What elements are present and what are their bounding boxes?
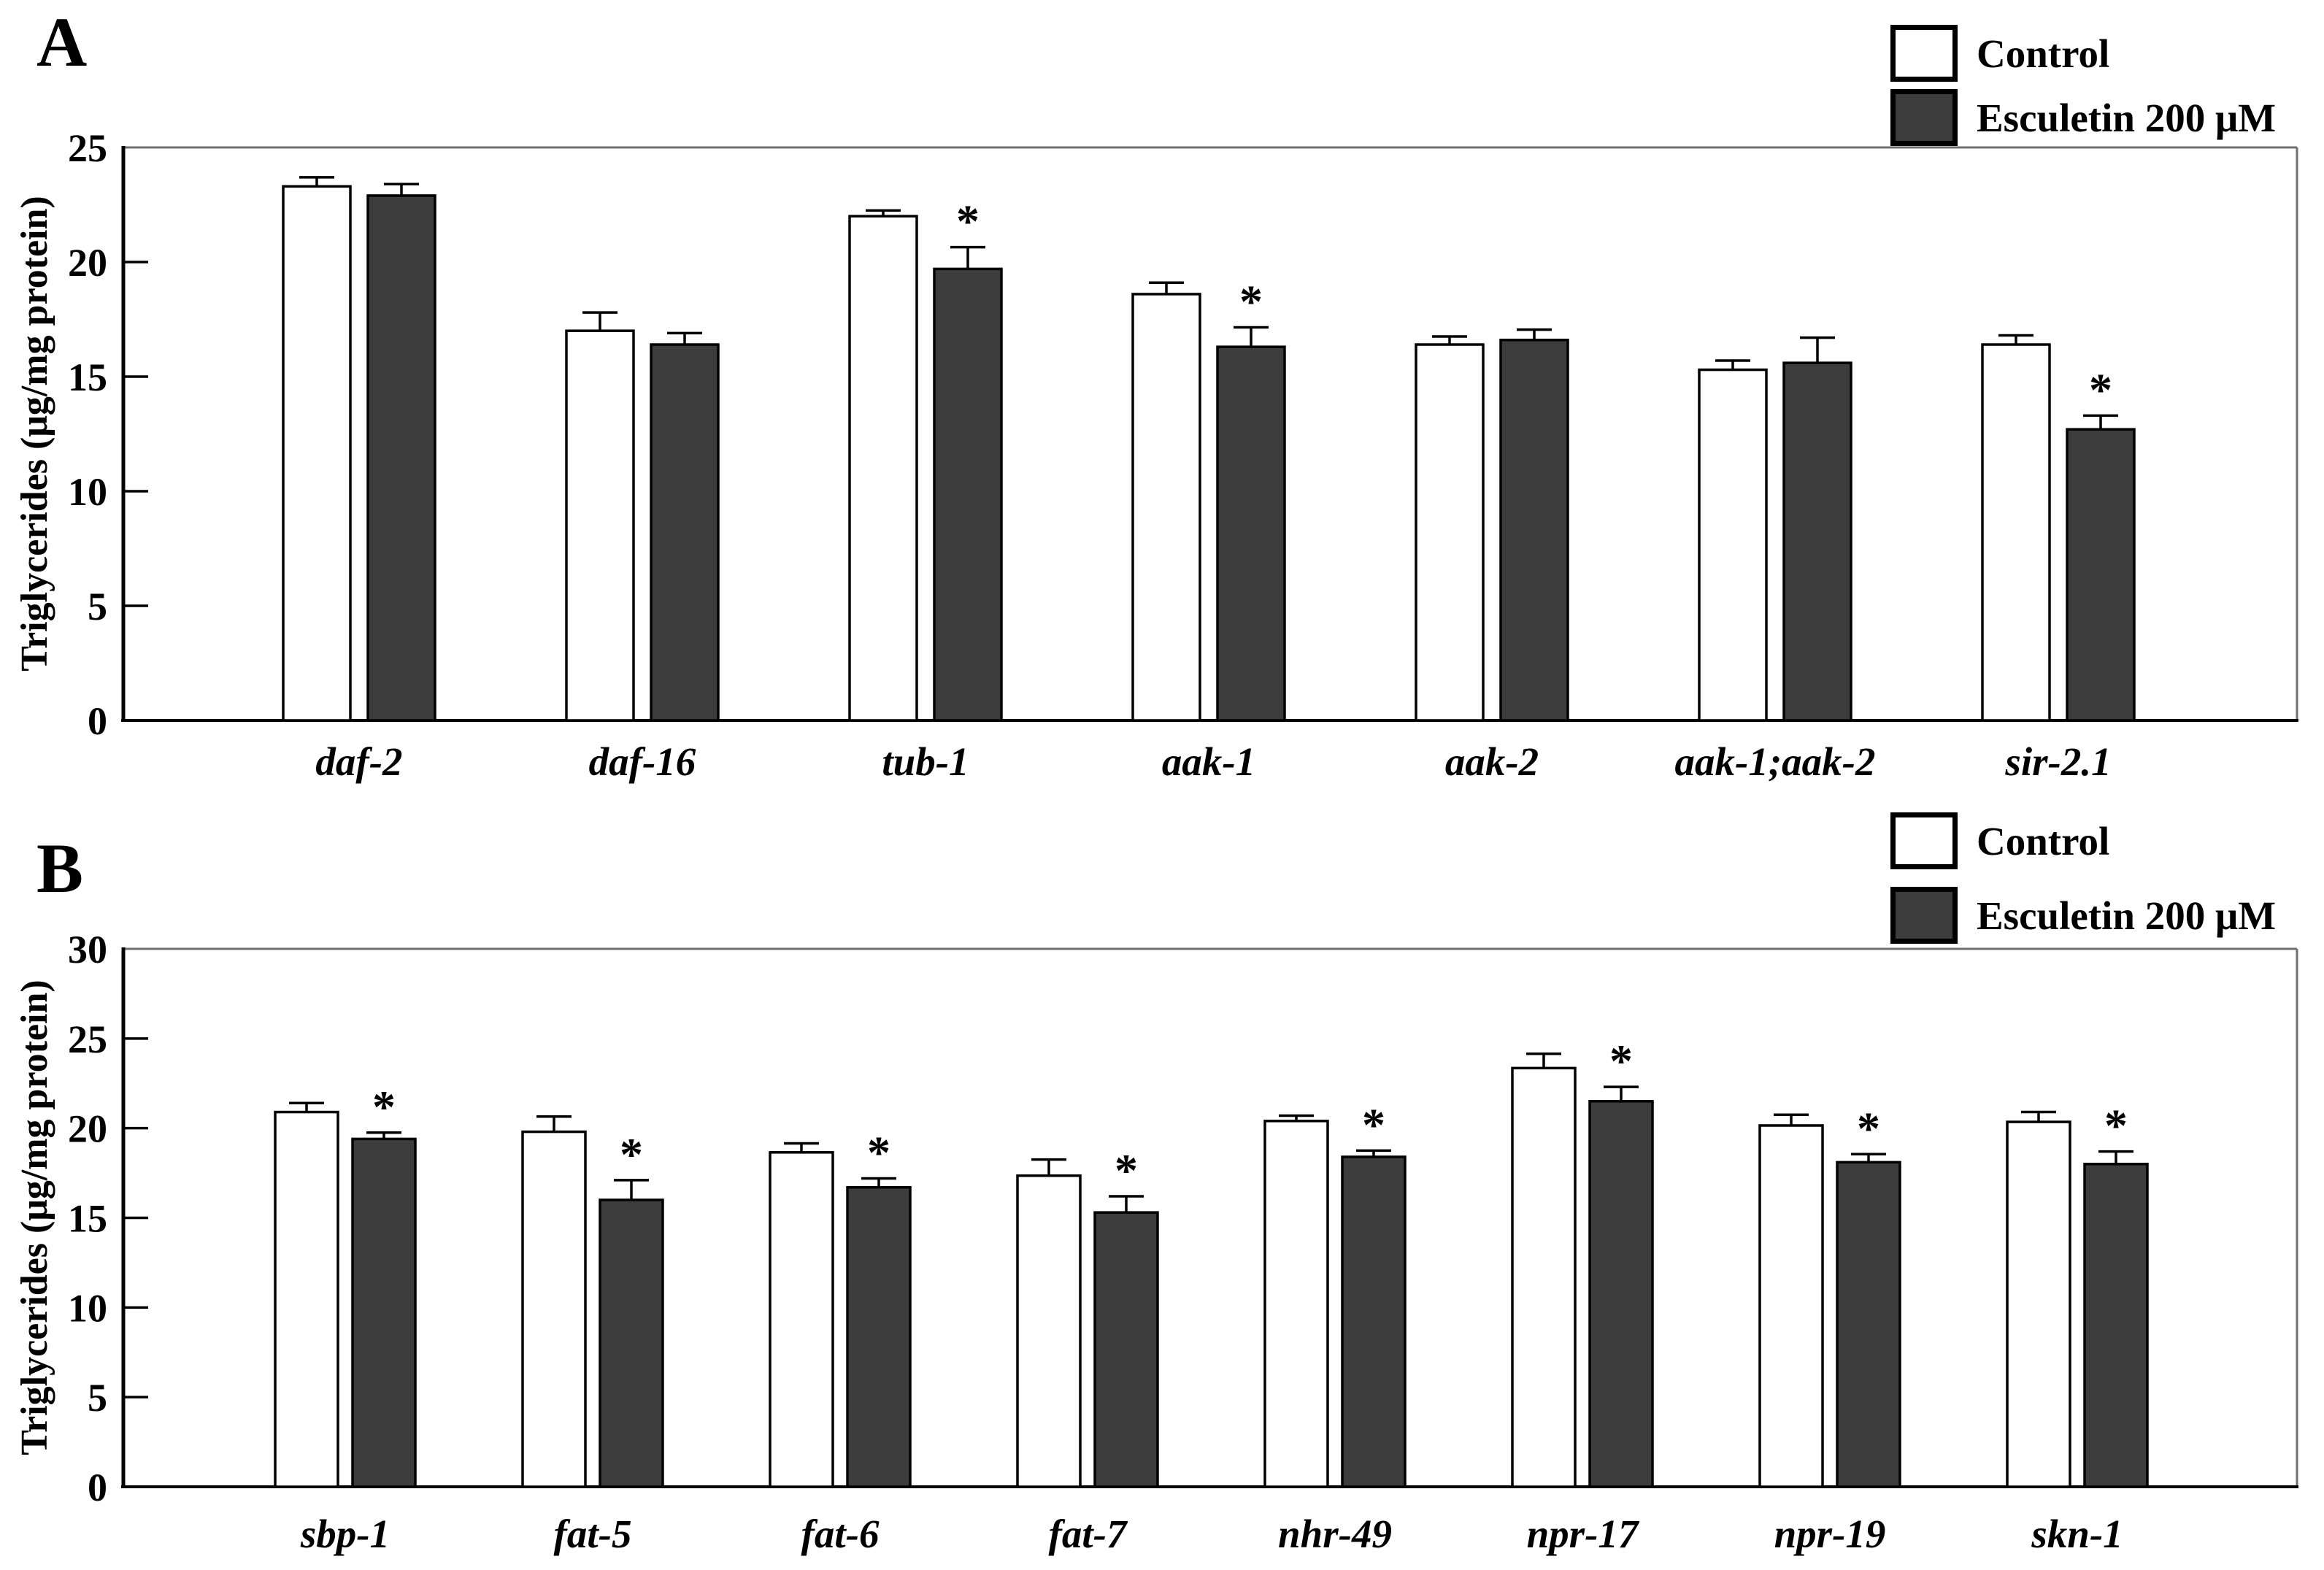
- panel-a-bar-control-daf-16: [565, 329, 635, 722]
- panel-a-bar-esculetin-tub-1: [933, 267, 1003, 722]
- panel-b-significance-skn-1: *: [2104, 1100, 2128, 1152]
- panel-a-bar-esculetin-daf-16: [650, 343, 720, 722]
- panel-a-category-label-sir-2.1: sir-2.1: [2004, 739, 2111, 784]
- panel-a-ytick-label-5: 5: [88, 585, 107, 628]
- legend-item-esculetin-panel-a: Esculetin 200 μM: [1890, 89, 2276, 146]
- legend-swatch-control-icon: [1890, 25, 1958, 82]
- panel-a-significance-aak-1: *: [1239, 275, 1263, 327]
- legend-label-esculetin: Esculetin 200 μM: [1977, 95, 2277, 140]
- panel-b-significance-fat-7: *: [1115, 1144, 1138, 1196]
- panel-b-bar-esculetin-sbp-1: [351, 1137, 417, 1488]
- panel-a-category-label-daf-16: daf-16: [589, 739, 696, 784]
- panel-b-ytick-label-25: 25: [68, 1017, 107, 1061]
- panel-b-category-label-fat-6: fat-6: [801, 1512, 880, 1556]
- panel-b-category-label-sbp-1: sbp-1: [300, 1512, 390, 1556]
- panel-a-ytick-label-25: 25: [68, 126, 107, 170]
- legend-item-control-panel-a: Control: [1890, 25, 2109, 82]
- panel-a-bar-esculetin-aak-2: [1499, 339, 1569, 722]
- panel-a-bar-control-aak-1;aak-2: [1698, 368, 1768, 722]
- panel-b-bar-control-nhr-49: [1263, 1120, 1329, 1488]
- panel-a-bar-control-aak-1: [1131, 293, 1201, 722]
- panel-a-bar-esculetin-aak-1: [1216, 345, 1286, 722]
- panel-a-ytick-label-20: 20: [68, 241, 107, 285]
- panel-a-ytick-label-10: 10: [68, 470, 107, 514]
- panel-a-significance-tub-1: *: [956, 196, 980, 247]
- panel-a-ytick-label-0: 0: [88, 699, 107, 743]
- legend-label-control: Control: [1977, 31, 2110, 76]
- panel-a-bar-esculetin-aak-1;aak-2: [1782, 361, 1852, 722]
- panel-b-bar-control-npr-17: [1511, 1066, 1577, 1488]
- panel-b-category-label-npr-17: npr-17: [1527, 1512, 1640, 1556]
- panel-b-category-label-fat-7: fat-7: [1049, 1512, 1128, 1556]
- panel-a-category-label-aak-1;aak-2: aak-1;aak-2: [1675, 739, 1876, 784]
- panel-b-bar-control-fat-6: [769, 1151, 834, 1488]
- panel-b-category-label-skn-1: skn-1: [2031, 1512, 2123, 1556]
- panel-b-category-label-fat-5: fat-5: [554, 1512, 632, 1556]
- panel-b-bar-control-fat-5: [521, 1130, 587, 1488]
- panel-b-bar-control-fat-7: [1016, 1174, 1082, 1488]
- panel-b-significance-npr-17: *: [1609, 1035, 1633, 1087]
- panel-b-bar-control-npr-19: [1758, 1124, 1824, 1488]
- panel-b-bar-esculetin-fat-6: [846, 1185, 912, 1488]
- panel-b-ytick-label-20: 20: [68, 1107, 107, 1151]
- panel-a-bar-esculetin-sir-2.1: [2066, 428, 2136, 722]
- panel-b-bar-esculetin-fat-5: [599, 1198, 664, 1488]
- panel-b-letter: B: [36, 829, 84, 907]
- panel-a-significance-sir-2.1: *: [2089, 363, 2112, 415]
- legend-label-control: Control: [1977, 818, 2110, 863]
- panel-b-bar-esculetin-npr-17: [1588, 1100, 1654, 1488]
- legend-swatch-control-icon: [1890, 812, 1958, 869]
- panel-b-category-label-nhr-49: nhr-49: [1278, 1512, 1392, 1556]
- panel-b-significance-fat-5: *: [620, 1128, 643, 1180]
- panel-b-bar-esculetin-fat-7: [1093, 1211, 1159, 1488]
- panel-b-ytick-label-0: 0: [88, 1466, 107, 1509]
- legend-swatch-esculetin-icon: [1890, 887, 1958, 944]
- panel-a-bar-control-aak-2: [1415, 343, 1485, 722]
- panel-a-letter: A: [36, 3, 88, 81]
- panel-b-category-label-npr-19: npr-19: [1774, 1512, 1886, 1556]
- panel-a-category-label-aak-1: aak-1: [1162, 739, 1255, 784]
- panel-b-ytick-label-30: 30: [68, 928, 107, 971]
- panel-a-bar-esculetin-daf-2: [366, 194, 436, 722]
- legend-swatch-esculetin-icon: [1890, 89, 1958, 146]
- panel-b-ytick-label-15: 15: [68, 1197, 107, 1241]
- panel-b-bar-control-sbp-1: [274, 1110, 339, 1488]
- panel-b-ytick-label-5: 5: [88, 1376, 107, 1420]
- panel-b-bar-esculetin-npr-19: [1836, 1161, 1901, 1488]
- legend-item-control-panel-b: Control: [1890, 812, 2109, 869]
- panel-b-significance-npr-19: *: [1857, 1102, 1880, 1154]
- panel-a-bar-control-daf-2: [282, 185, 352, 722]
- panel-a-bar-control-tub-1: [848, 215, 918, 722]
- panel-a-category-label-daf-2: daf-2: [315, 739, 402, 784]
- panel-b-significance-nhr-49: *: [1362, 1098, 1385, 1150]
- panel-b-bar-esculetin-skn-1: [2083, 1163, 2149, 1488]
- panel-b-bar-control-skn-1: [2006, 1120, 2071, 1488]
- panel-a-category-label-aak-2: aak-2: [1445, 739, 1539, 784]
- panel-a-category-label-tub-1: tub-1: [882, 739, 969, 784]
- panel-b-bar-esculetin-nhr-49: [1341, 1155, 1407, 1488]
- panel-b-significance-fat-6: *: [867, 1126, 890, 1178]
- legend-label-esculetin: Esculetin 200 μM: [1977, 893, 2277, 938]
- legend-item-esculetin-panel-b: Esculetin 200 μM: [1890, 887, 2276, 944]
- panel-a-ytick-label-15: 15: [68, 355, 107, 399]
- panel-b-significance-sbp-1: *: [372, 1081, 396, 1133]
- panel-b-ytick-label-10: 10: [68, 1286, 107, 1330]
- panel-a-bar-control-sir-2.1: [1981, 343, 2051, 722]
